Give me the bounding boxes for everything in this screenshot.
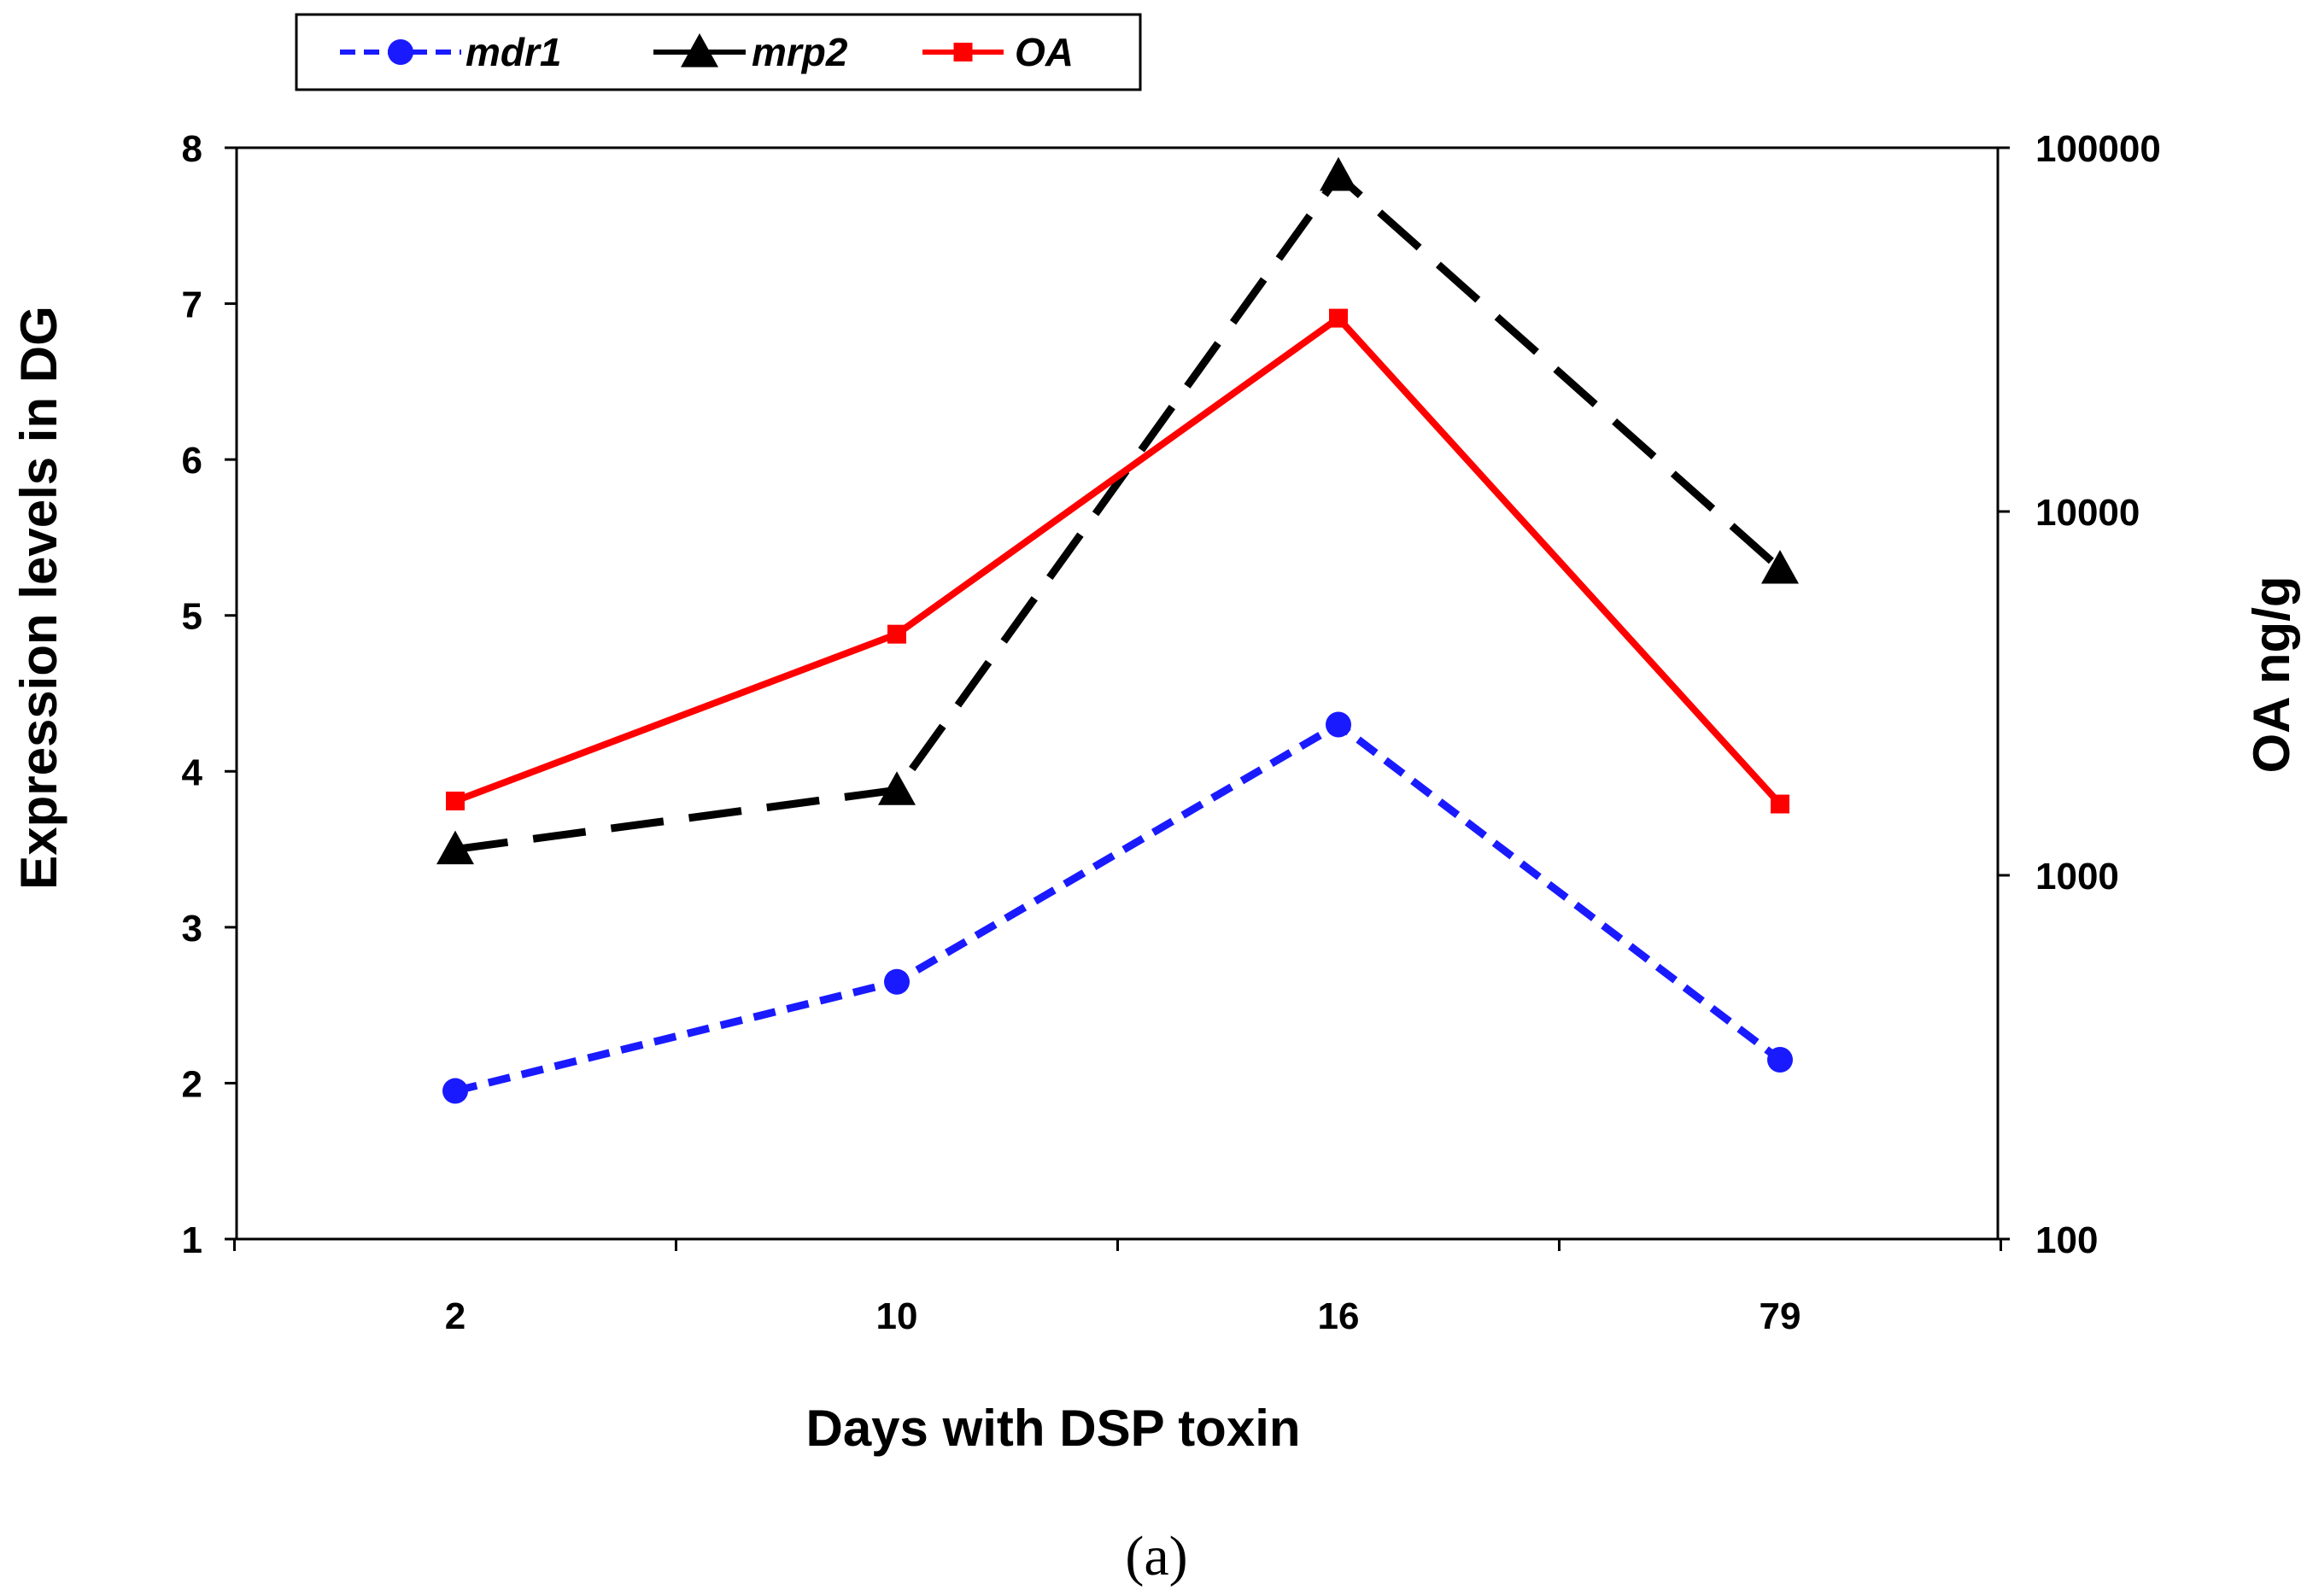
series-mdr1	[442, 711, 1793, 1104]
y-tick-label: 4	[182, 751, 203, 793]
figure-caption: (a)	[1125, 1525, 1187, 1587]
legend-marker-mrp2	[681, 33, 718, 67]
legend-item-OA: OA	[922, 30, 1074, 74]
right-y-axis: 100 1000 10000 100000	[1998, 128, 2161, 1261]
data-point-OA	[1771, 794, 1789, 814]
y-tick-label: 1	[182, 1219, 202, 1261]
data-point-OA	[446, 792, 465, 811]
y-tick-label: 5	[182, 596, 202, 638]
y-axis-right-title: OA ng/g	[2243, 576, 2300, 773]
x-tick-label: 79	[1760, 1295, 1801, 1337]
data-point-mdr1	[442, 1078, 468, 1104]
y-right-tick-label: 1000	[2035, 856, 2119, 897]
y-right-tick-label: 10000	[2035, 492, 2140, 534]
y-right-tick-label: 100	[2035, 1219, 2098, 1261]
series-OA	[446, 308, 1789, 814]
data-point-mrp2	[436, 830, 474, 865]
data-point-OA	[887, 624, 906, 644]
y-right-tick-label: 100000	[2035, 128, 2161, 170]
series-mrp2	[436, 156, 1799, 865]
x-axis-title: Days with DSP toxin	[805, 1400, 1300, 1457]
legend-item-mrp2: mrp2	[653, 30, 848, 74]
legend-label-mrp2: mrp2	[752, 30, 848, 74]
legend-item-mdr1: mdr1	[340, 30, 561, 74]
y-tick-label: 6	[182, 440, 202, 482]
plot-area: 1 2 3 4 5 6 7 8 100 1000 10000 100000 2 10 16 79	[182, 128, 2161, 1337]
data-point-mrp2	[1761, 549, 1799, 584]
y-tick-label: 7	[182, 284, 202, 326]
legend: mdr1 mrp2 OA	[295, 13, 1142, 91]
legend-marker-OA	[953, 43, 973, 61]
x-tick-label: 16	[1318, 1295, 1360, 1337]
series-line-OA	[454, 314, 1783, 807]
y-tick-label: 8	[182, 128, 202, 170]
x-tick-label: 2	[445, 1295, 466, 1337]
x-axis: 2 10 16 79	[233, 1239, 2002, 1337]
plot-frame	[235, 146, 2000, 1241]
data-point-mrp2	[1320, 156, 1357, 191]
series-line-mdr1	[454, 721, 1783, 1095]
series-line-mrp2	[454, 172, 1783, 854]
data-point-OA	[1329, 308, 1348, 328]
data-point-mdr1	[884, 968, 910, 995]
series-layer	[436, 156, 1799, 1104]
legend-label-mdr1: mdr1	[466, 30, 561, 74]
legend-label-OA: OA	[1015, 30, 1074, 74]
y-tick-label: 3	[182, 908, 202, 950]
data-point-mrp2	[878, 771, 916, 805]
data-point-mdr1	[1767, 1047, 1793, 1073]
y-tick-label: 2	[182, 1063, 202, 1105]
y-axis-title: Expression levels in DG	[10, 306, 67, 890]
left-y-axis: 1 2 3 4 5 6 7 8	[182, 128, 237, 1261]
data-point-mdr1	[1326, 711, 1351, 738]
legend-marker-mdr1	[388, 39, 413, 65]
x-tick-label: 10	[876, 1295, 918, 1337]
